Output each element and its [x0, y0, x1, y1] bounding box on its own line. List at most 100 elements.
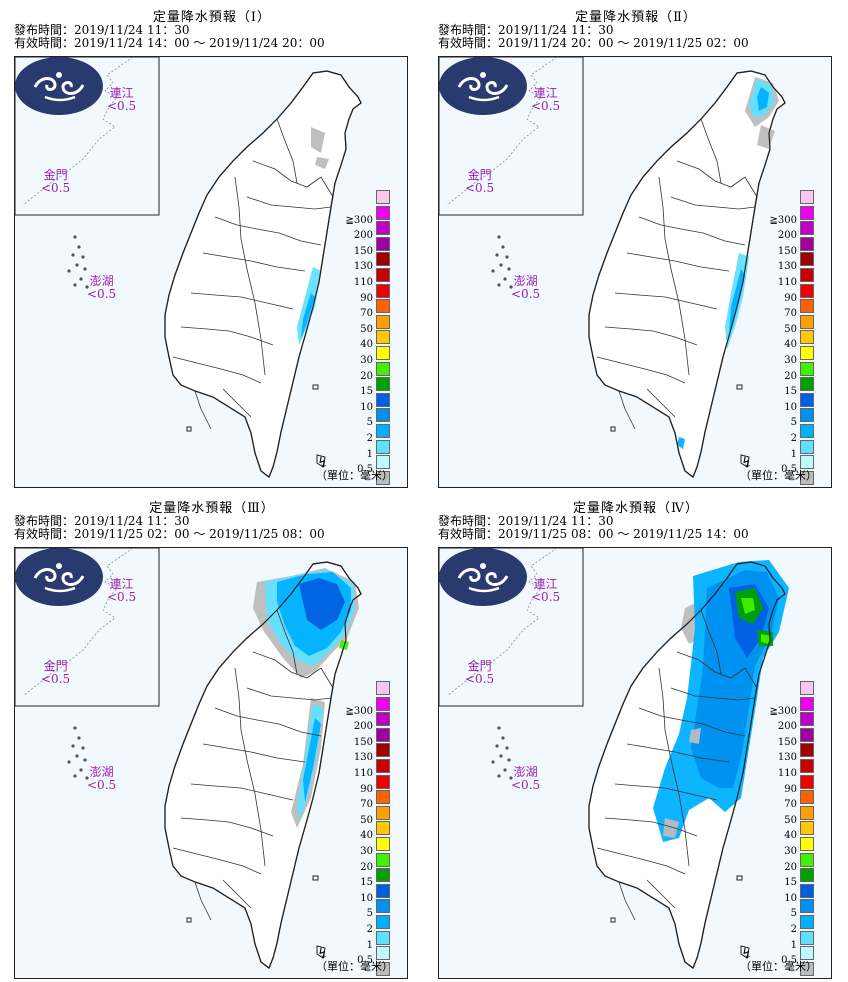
legend-row — [800, 852, 824, 867]
orchid-island — [740, 454, 750, 468]
legend-row — [376, 930, 400, 945]
rainfall-map: 連江 <0.5 金門 <0.5 澎湖 <0.5 ≧300 200 150 130 11… — [438, 56, 832, 488]
penghu-label: 澎湖 <0.5 — [87, 765, 117, 792]
legend-swatch — [376, 299, 390, 314]
legend-label: 30 — [360, 355, 373, 366]
legend-row — [376, 837, 400, 851]
legend-row — [800, 439, 824, 454]
legend-label: 10 — [360, 401, 373, 413]
legend-row — [376, 252, 400, 267]
legend-label: 15 — [784, 877, 797, 889]
legend-row — [376, 727, 400, 742]
matsu-label: 連江 <0.5 — [531, 86, 561, 113]
legend-row — [800, 774, 824, 789]
legend-label: 1 — [790, 939, 797, 951]
legend-row — [376, 330, 400, 345]
legend-swatch — [376, 727, 390, 742]
orchid-island — [316, 945, 326, 959]
legend-label: ≧300 — [345, 705, 373, 717]
legend-label: 2 — [366, 433, 373, 444]
matsu-label: 連江 <0.5 — [107, 577, 137, 604]
legend-swatch — [800, 314, 814, 329]
qpf-panel: 定量降水預報（Ⅰ） 發布時間：2019/11/24 11：30 有效時間：201… — [0, 0, 424, 491]
legend-swatch — [376, 424, 390, 438]
rainfall-overlay — [653, 560, 789, 842]
legend-row — [376, 392, 400, 407]
coastline-mainland — [446, 548, 558, 697]
legend-swatch — [376, 837, 390, 851]
legend-row — [376, 190, 400, 204]
rainfall-map: 連江 <0.5 金門 <0.5 澎湖 <0.5 ≧300 200 150 130 11… — [14, 547, 408, 979]
legend-label: 1 — [790, 448, 797, 460]
legend-swatch — [800, 946, 814, 961]
legend-swatch — [800, 774, 814, 789]
legend-label: ≧300 — [769, 214, 797, 226]
green-island — [736, 875, 743, 881]
taiwan-landmass — [588, 70, 786, 478]
legend-swatch — [376, 283, 390, 298]
coastline-mainland — [22, 57, 134, 206]
legend-swatch — [800, 712, 814, 727]
cwb-logo-icon — [15, 548, 103, 606]
legend-label: 200 — [353, 721, 373, 733]
legend-label: 110 — [777, 768, 797, 779]
legend-row — [376, 821, 400, 836]
legend-row — [376, 805, 400, 820]
penghu-label: 澎湖 <0.5 — [511, 274, 541, 301]
legend-row — [376, 852, 400, 867]
scale-mark-icon: ↯ — [317, 455, 329, 471]
legend-swatch — [800, 696, 814, 711]
legend-swatch — [376, 392, 390, 407]
legend-label: 40 — [784, 339, 797, 351]
legend-swatch — [376, 455, 390, 470]
qpf-panel: 定量降水預報（Ⅳ） 發布時間：2019/11/24 11：30 有效時間：201… — [424, 491, 848, 982]
legend-swatch — [800, 283, 814, 298]
legend-swatch — [800, 268, 814, 282]
legend-swatch — [376, 681, 390, 695]
legend-swatch — [800, 236, 814, 251]
legend-label: 15 — [784, 386, 797, 398]
legend-row — [800, 361, 824, 376]
legend-row — [800, 696, 824, 711]
legend-swatch — [376, 696, 390, 711]
legend-label: ≧300 — [769, 705, 797, 717]
legend-swatch — [376, 346, 390, 360]
matsu-label: 連江 <0.5 — [107, 86, 137, 113]
kinmen-label: 金門 <0.5 — [41, 659, 71, 686]
inset-frame — [15, 57, 160, 216]
legend-swatch — [800, 743, 814, 758]
legend-swatch — [376, 361, 390, 376]
legend-row — [800, 392, 824, 407]
penghu-label: 澎湖 <0.5 — [87, 274, 117, 301]
legend-row — [376, 361, 400, 376]
legend-label: 130 — [777, 752, 797, 764]
legend-label: 5 — [366, 908, 373, 920]
legend-swatch — [376, 470, 390, 485]
taiwan-landmass — [164, 70, 362, 478]
legend-label: 2 — [366, 924, 373, 935]
legend-label: 20 — [360, 370, 373, 382]
legend-row — [800, 915, 824, 929]
legend-row — [800, 868, 824, 883]
kinmen-label: 金門 <0.5 — [465, 659, 495, 686]
legend-swatch — [800, 837, 814, 851]
orchid-island — [740, 945, 750, 959]
legend-swatch — [800, 470, 814, 485]
legend-row — [800, 205, 824, 220]
legend-label: 0.5 — [781, 464, 797, 476]
green-island — [312, 875, 319, 881]
legend-swatch — [376, 268, 390, 282]
legend-label: 1 — [366, 939, 373, 951]
legend-swatch — [800, 346, 814, 360]
legend-label: 5 — [790, 417, 797, 429]
legend-swatch — [800, 392, 814, 407]
qpf-panel: 定量降水預報（Ⅱ） 發布時間：2019/11/24 11：30 有效時間：201… — [424, 0, 848, 491]
legend-label: 30 — [784, 846, 797, 857]
liuqiu-island — [610, 917, 616, 923]
legend-swatch — [376, 743, 390, 758]
legend-row — [376, 377, 400, 392]
legend-row — [800, 681, 824, 695]
legend-swatch — [800, 852, 814, 867]
legend-swatch — [376, 759, 390, 773]
legend-label: 10 — [784, 401, 797, 413]
